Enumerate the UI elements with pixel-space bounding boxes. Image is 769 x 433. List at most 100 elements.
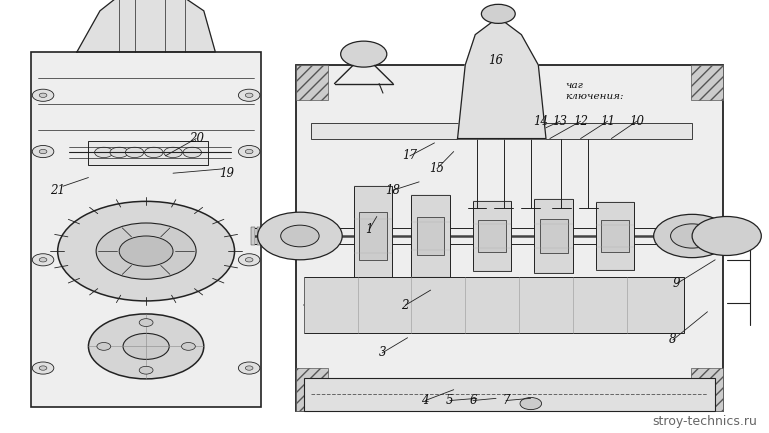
- Circle shape: [97, 343, 111, 350]
- Text: 2: 2: [401, 299, 409, 312]
- Bar: [251, 227, 255, 245]
- Circle shape: [125, 147, 144, 158]
- Text: 3: 3: [378, 346, 386, 359]
- Circle shape: [697, 233, 707, 239]
- Text: 9: 9: [673, 277, 681, 290]
- Text: 6: 6: [469, 394, 477, 407]
- Text: 10: 10: [629, 115, 644, 128]
- Bar: [295, 227, 298, 245]
- Bar: [289, 227, 293, 245]
- Text: 7: 7: [502, 394, 510, 407]
- Bar: [268, 227, 271, 245]
- Circle shape: [654, 214, 731, 258]
- Circle shape: [245, 258, 253, 262]
- Circle shape: [110, 147, 128, 158]
- Circle shape: [181, 343, 195, 350]
- Text: 21: 21: [50, 184, 65, 197]
- Bar: [304, 378, 715, 411]
- Bar: [411, 195, 450, 277]
- Circle shape: [119, 236, 173, 266]
- Circle shape: [164, 147, 182, 158]
- Circle shape: [258, 212, 342, 260]
- Text: 8: 8: [669, 333, 677, 346]
- Bar: [273, 227, 277, 245]
- Circle shape: [145, 147, 163, 158]
- Circle shape: [481, 4, 515, 23]
- Bar: [540, 219, 568, 253]
- Text: 1: 1: [365, 223, 373, 236]
- Bar: [278, 227, 282, 245]
- Circle shape: [238, 145, 260, 158]
- Circle shape: [746, 233, 757, 239]
- Bar: [296, 65, 723, 411]
- Circle shape: [671, 224, 714, 248]
- Bar: [691, 65, 723, 100]
- Circle shape: [88, 314, 204, 379]
- Bar: [296, 368, 328, 411]
- Bar: [354, 186, 392, 286]
- Circle shape: [39, 366, 47, 370]
- Circle shape: [245, 149, 253, 154]
- Circle shape: [709, 245, 720, 251]
- Bar: [596, 202, 634, 270]
- Circle shape: [32, 254, 54, 266]
- Text: 5: 5: [446, 394, 454, 407]
- Text: 13: 13: [552, 115, 568, 128]
- Bar: [478, 220, 506, 252]
- Text: 11: 11: [600, 115, 615, 128]
- Bar: [359, 212, 387, 260]
- Circle shape: [39, 149, 47, 154]
- Circle shape: [123, 333, 169, 359]
- Circle shape: [734, 245, 744, 251]
- Circle shape: [245, 93, 253, 97]
- Bar: [691, 368, 723, 411]
- Circle shape: [245, 366, 253, 370]
- Bar: [601, 220, 629, 252]
- Circle shape: [96, 223, 196, 279]
- Text: 17: 17: [402, 149, 418, 162]
- Bar: [262, 227, 266, 245]
- Bar: [417, 216, 444, 255]
- Circle shape: [709, 221, 720, 227]
- Circle shape: [32, 89, 54, 101]
- Circle shape: [139, 366, 153, 374]
- Circle shape: [341, 41, 387, 67]
- Circle shape: [32, 145, 54, 158]
- Circle shape: [183, 147, 201, 158]
- Circle shape: [58, 201, 235, 301]
- Bar: [300, 227, 304, 245]
- Circle shape: [95, 147, 113, 158]
- Circle shape: [734, 221, 744, 227]
- Bar: [296, 65, 328, 100]
- Bar: [31, 52, 261, 407]
- Polygon shape: [458, 17, 546, 139]
- Bar: [257, 227, 261, 245]
- Circle shape: [281, 225, 319, 247]
- Circle shape: [238, 254, 260, 266]
- Text: 15: 15: [429, 162, 444, 175]
- Text: 16: 16: [488, 54, 504, 67]
- Circle shape: [238, 89, 260, 101]
- Bar: [304, 277, 684, 333]
- Bar: [284, 227, 288, 245]
- Circle shape: [39, 258, 47, 262]
- Text: 18: 18: [384, 184, 400, 197]
- Bar: [473, 201, 511, 271]
- Circle shape: [238, 362, 260, 374]
- Circle shape: [39, 93, 47, 97]
- Circle shape: [32, 362, 54, 374]
- Text: 4: 4: [421, 394, 429, 407]
- Circle shape: [692, 216, 761, 255]
- Bar: [534, 199, 573, 273]
- Text: 20: 20: [188, 132, 204, 145]
- Text: 12: 12: [573, 115, 588, 128]
- Text: чаг
ключения:: чаг ключения:: [565, 81, 624, 101]
- Circle shape: [139, 319, 153, 326]
- Text: 14: 14: [533, 115, 548, 128]
- Text: 19: 19: [219, 167, 235, 180]
- Bar: [88, 141, 208, 165]
- Polygon shape: [77, 0, 215, 52]
- Circle shape: [520, 397, 541, 410]
- Bar: [311, 123, 692, 139]
- Text: stroy-technics.ru: stroy-technics.ru: [653, 415, 757, 428]
